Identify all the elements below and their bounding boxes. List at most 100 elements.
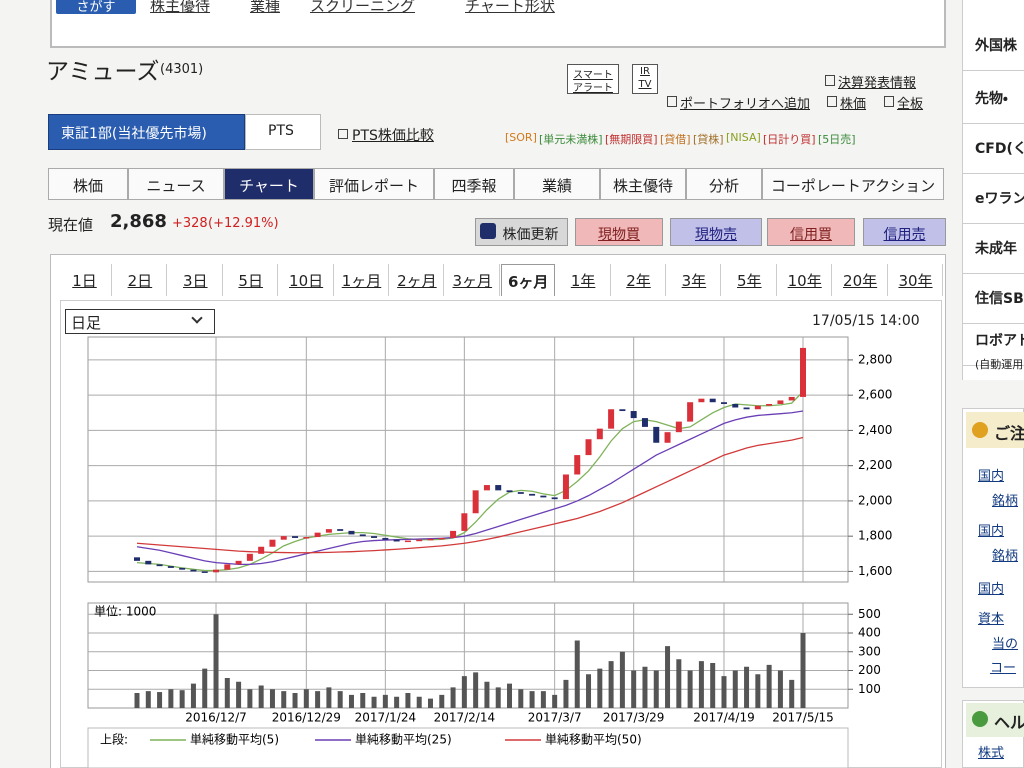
period-tab[interactable]: 1ヶ月: [335, 264, 389, 296]
candle-body: [529, 493, 536, 496]
volume-bar: [608, 661, 614, 708]
candle-body: [258, 546, 265, 554]
header-link[interactable]: 株価: [840, 97, 867, 112]
page-tab[interactable]: 四季報: [434, 168, 514, 200]
candle-body: [698, 398, 705, 403]
notice-link[interactable]: 国内: [978, 582, 1005, 597]
period-tab[interactable]: 3年: [667, 264, 722, 296]
interval-select[interactable]: 日足: [65, 309, 215, 334]
sidebar-item[interactable]: 住信SB: [975, 291, 1024, 307]
volume-bar: [450, 687, 456, 708]
y-tick-label: 300: [858, 644, 881, 658]
x-tick-label: 2017/3/7: [528, 711, 582, 725]
page-tab[interactable]: 株主優待: [600, 168, 686, 200]
candle-body: [235, 560, 242, 565]
help-link[interactable]: 株式: [978, 746, 1005, 761]
sidebar-item[interactable]: 先物・: [975, 91, 1008, 107]
sidebar-item[interactable]: 未成年: [975, 241, 1017, 257]
header-button-text[interactable]: IR: [640, 66, 650, 77]
candle-body: [596, 428, 603, 440]
candle-body: [303, 537, 310, 539]
more-link[interactable]: コー: [990, 661, 1017, 676]
notice-link[interactable]: 銘柄: [992, 549, 1019, 564]
action-button[interactable]: 信用売: [863, 218, 946, 246]
page-tab[interactable]: 株価: [48, 168, 128, 200]
sidebar-item[interactable]: 外国株: [975, 38, 1017, 54]
volume-bar: [168, 689, 174, 708]
header-button-text[interactable]: スマート: [573, 70, 613, 81]
candle-body: [574, 455, 581, 475]
volume-bar: [687, 670, 693, 708]
header-link[interactable]: ポートフォリオへ追加: [680, 97, 811, 112]
volume-bar: [326, 687, 332, 708]
candle-body: [641, 418, 648, 427]
header-link[interactable]: 全板: [897, 97, 924, 112]
quote-change: +328: [172, 216, 208, 231]
nav-link[interactable]: チャート形状: [465, 0, 555, 15]
nav-link[interactable]: 株主優待: [150, 0, 211, 15]
page-tab[interactable]: 評価レポート: [314, 168, 434, 200]
period-tab[interactable]: 2年: [612, 264, 666, 296]
page-tab[interactable]: 分析: [686, 168, 762, 200]
sidebar-item[interactable]: CFD(く: [975, 141, 1024, 157]
sidebar-item[interactable]: ロボアド: [975, 333, 1024, 349]
market-tab[interactable]: 東証1部(当社優先市場): [48, 114, 245, 150]
header-button-text[interactable]: TV: [638, 79, 652, 90]
pts-compare-link[interactable]: PTS株価比較: [352, 128, 434, 144]
period-tab[interactable]: 30年: [889, 264, 943, 296]
period-tab[interactable]: 1年: [557, 264, 611, 296]
period-tab[interactable]: 5年: [723, 264, 777, 296]
link-icon: [667, 96, 677, 107]
notice-link[interactable]: 銘柄: [992, 494, 1019, 509]
header-link[interactable]: 決算発表情報: [838, 76, 917, 91]
candle-body: [585, 439, 592, 456]
volume-bar: [800, 633, 806, 708]
sidebar-item[interactable]: eワラン: [975, 191, 1024, 207]
page-tab[interactable]: ニュース: [128, 168, 224, 200]
candle-body: [337, 529, 344, 531]
period-tab[interactable]: 3ヶ月: [446, 264, 500, 296]
notice-link[interactable]: 当の: [992, 637, 1019, 652]
notice-link[interactable]: 国内: [978, 469, 1005, 484]
candle-body: [461, 513, 468, 531]
notice-link[interactable]: 資本: [978, 612, 1005, 627]
action-button[interactable]: 信用買: [767, 218, 855, 246]
action-button[interactable]: 現物売: [670, 218, 762, 246]
header-button-box[interactable]: [567, 64, 619, 94]
period-tab[interactable]: 10日: [280, 264, 334, 296]
volume-bar: [721, 676, 727, 708]
x-tick-label: 2017/3/29: [603, 711, 665, 725]
period-tab[interactable]: 2ヶ月: [390, 264, 445, 296]
candle-body: [450, 530, 457, 538]
period-tab[interactable]: 20年: [834, 264, 888, 296]
page-tab[interactable]: コーポレートアクション: [762, 168, 944, 200]
notice-link[interactable]: 国内: [978, 524, 1005, 539]
period-tab[interactable]: 1日: [58, 264, 112, 296]
period-tab[interactable]: 10年: [778, 264, 833, 296]
volume-unit: 単位: 1000: [94, 605, 156, 619]
volume-bar: [777, 670, 783, 708]
header-button-text[interactable]: アラート: [573, 83, 613, 94]
search-button[interactable]: さがす: [56, 0, 136, 15]
candle-body: [675, 421, 682, 433]
market-tab[interactable]: PTS: [245, 114, 321, 150]
period-tab[interactable]: 3日: [169, 264, 223, 296]
candle-body: [653, 426, 660, 443]
plot-frame: [87, 336, 849, 583]
period-tab[interactable]: 6ヶ月: [501, 264, 556, 296]
volume-bar: [247, 689, 253, 708]
volume-bar: [405, 693, 411, 708]
candle-body: [190, 569, 197, 572]
legend-prefix: 上段:: [100, 732, 128, 747]
page-tab[interactable]: 業績: [514, 168, 600, 200]
header-button-box[interactable]: [632, 64, 658, 94]
period-tab[interactable]: 2日: [113, 264, 168, 296]
period-tab[interactable]: 5日: [224, 264, 279, 296]
candle-body: [325, 529, 332, 533]
service-tag: [単元未満株]: [539, 133, 603, 146]
candle-body: [382, 537, 389, 540]
action-button[interactable]: 現物買: [575, 218, 663, 246]
nav-link[interactable]: スクリーニング: [310, 0, 416, 15]
page-tab[interactable]: チャート: [224, 168, 314, 200]
nav-link[interactable]: 業種: [250, 0, 281, 15]
